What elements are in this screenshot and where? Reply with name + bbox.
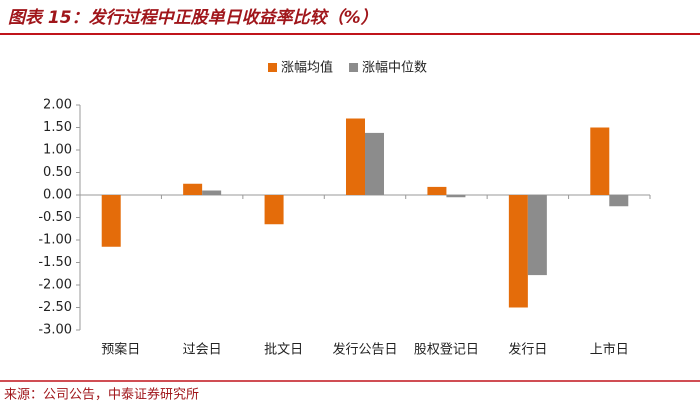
y-tick-label: -3.00 [38, 323, 72, 338]
bar [183, 183, 203, 195]
chart-title: 图表 15：发行过程中正股单日收益率比较（%） [8, 8, 378, 28]
bar [202, 190, 222, 195]
bar [264, 195, 284, 225]
source: 来源：公司公告，中泰证券研究所 [4, 387, 199, 403]
y-tick-label: -2.50 [38, 300, 72, 315]
y-tick-label: 2.00 [43, 98, 72, 113]
x-tick-label: 过会日 [183, 343, 222, 358]
y-tick-label: -2.00 [38, 278, 72, 293]
x-tick-label: 发行日 [508, 342, 547, 358]
x-tick-label: 上市日 [590, 342, 629, 358]
bar [346, 118, 365, 195]
legend-swatch [349, 63, 359, 72]
x-tick-label: 批文日 [264, 343, 303, 358]
bar [508, 195, 528, 308]
bar [446, 195, 466, 198]
y-tick-label: -0.50 [38, 210, 72, 225]
y-tick-label: -1.00 [38, 233, 72, 248]
legend-swatch [268, 63, 277, 72]
bar [365, 132, 384, 195]
bar [527, 195, 547, 276]
bar [101, 195, 121, 247]
y-tick-label: 0.00 [43, 188, 72, 203]
x-tick-label: 发行公告日 [332, 342, 397, 358]
y-tick-label: 1.50 [43, 120, 72, 135]
x-tick-label: 预案日 [101, 343, 140, 358]
bar [590, 127, 610, 195]
x-tick-label: 股权登记日 [414, 342, 479, 358]
y-tick-label: 0.50 [43, 165, 72, 180]
bar [609, 195, 629, 207]
y-tick-label: -1.50 [38, 255, 72, 270]
legend-label: 涨幅均值 [281, 60, 333, 76]
y-tick-label: 1.00 [43, 143, 72, 158]
legend-label: 涨幅中位数 [362, 61, 427, 76]
bar [427, 186, 447, 195]
